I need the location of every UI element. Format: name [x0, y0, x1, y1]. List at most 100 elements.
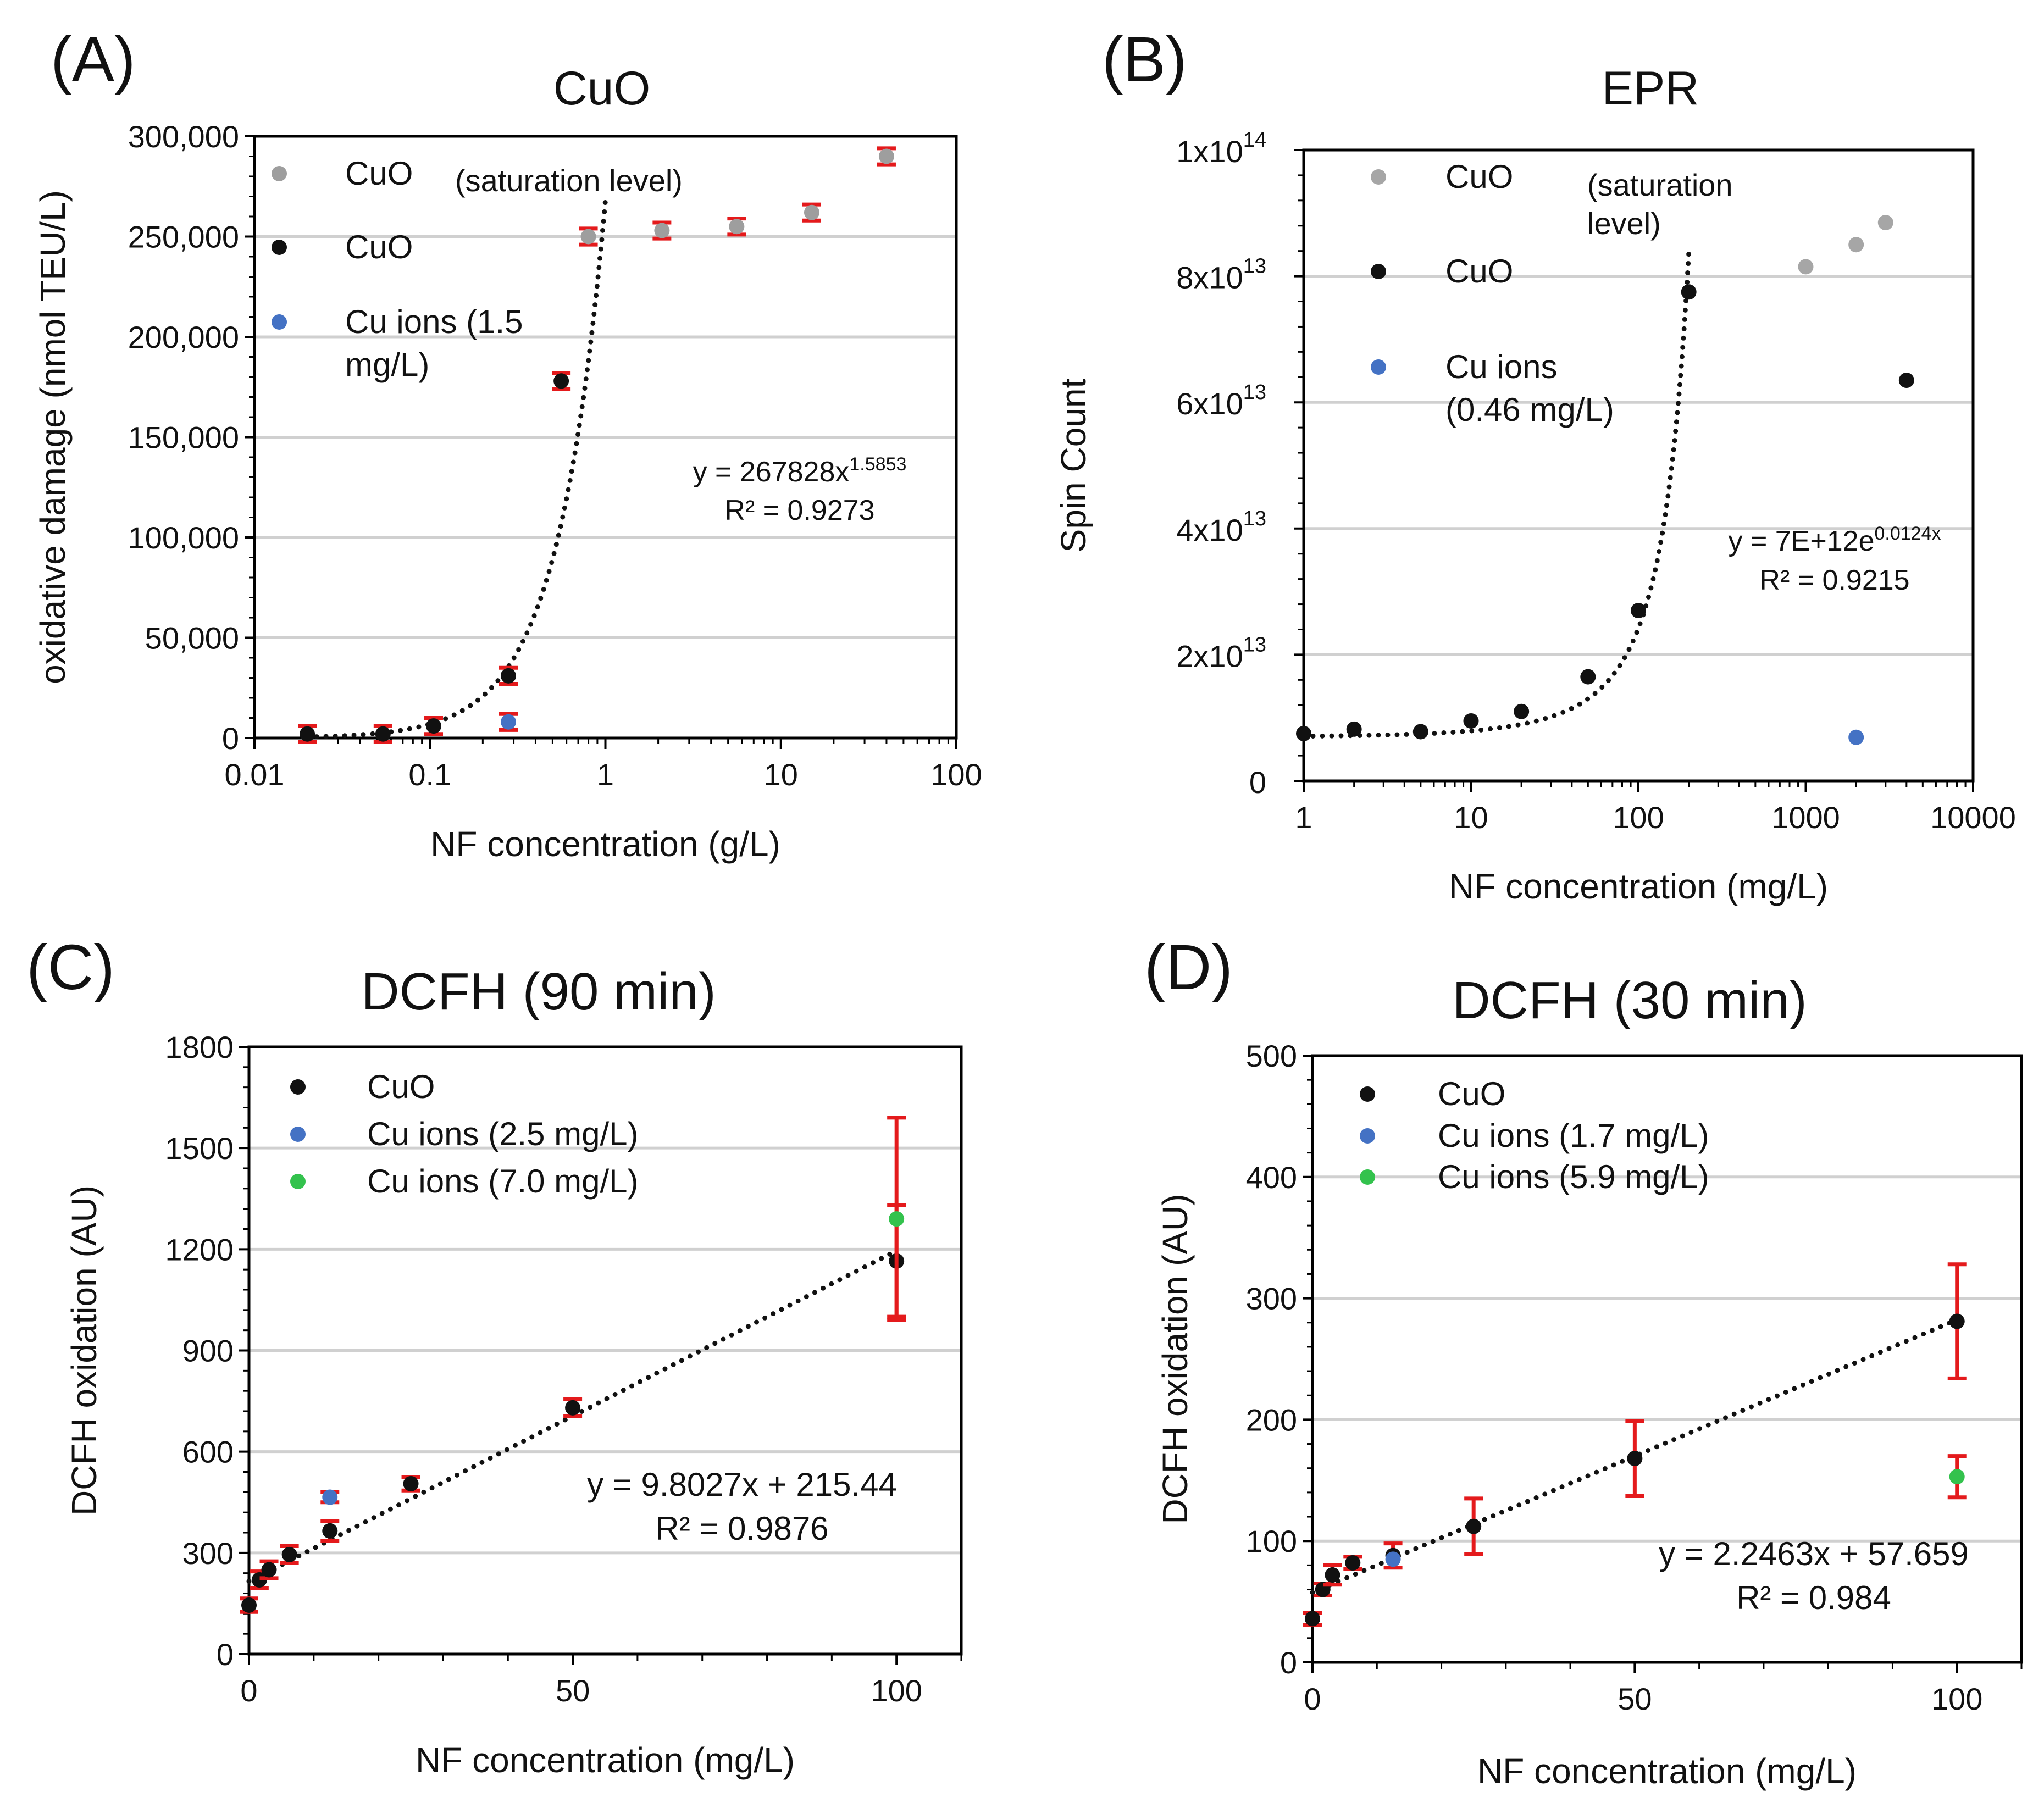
- x-tick-label: 0: [240, 1673, 257, 1708]
- y-tick-label: 200,000: [128, 320, 239, 354]
- x-tick-label: 10: [764, 757, 798, 792]
- data-point: [580, 229, 596, 245]
- data-point: [1463, 713, 1479, 729]
- x-tick-label: 100: [1931, 1682, 1982, 1716]
- y-tick-label: 600: [182, 1435, 234, 1469]
- y-tick-label-exponent: 13: [1243, 507, 1266, 530]
- legend-marker: [272, 240, 287, 255]
- data-point: [729, 219, 745, 235]
- data-point: [426, 718, 442, 734]
- y-tick-label: 8x1013: [1176, 255, 1266, 295]
- panel-d: 0 100 200 300 400 500 0 50 100 (D) DCFH (30 min) NF…: [1144, 931, 2023, 1791]
- legend-marker: [1371, 264, 1386, 279]
- y-tick-label: 100,000: [128, 520, 239, 555]
- legend-label: CuO: [345, 155, 413, 192]
- y-tick-label: 300: [182, 1536, 234, 1571]
- chart-title: DCFH (90 min): [361, 962, 716, 1021]
- legend-label: CuO: [1445, 158, 1513, 195]
- y-tick-label: 500: [1246, 1039, 1297, 1073]
- legend-note: (saturation: [1587, 168, 1733, 202]
- data-point: [878, 148, 894, 164]
- r-squared: R² = 0.9273: [724, 495, 874, 526]
- chart-title: EPR: [1602, 62, 1699, 115]
- x-tick-label: 10000: [1930, 800, 2016, 835]
- legend-marker: [290, 1079, 306, 1095]
- x-tick-label: 1: [597, 757, 614, 792]
- x-tick-label: 0.01: [225, 757, 285, 792]
- y-tick-label-base: 2x10: [1176, 639, 1243, 673]
- legend-label: Cu ions (5.9 mg/L): [1438, 1158, 1709, 1195]
- y-tick-label: 0: [217, 1637, 234, 1672]
- data-point: [501, 668, 517, 684]
- data-point: [300, 726, 315, 742]
- data-point: [251, 1572, 267, 1588]
- y-tick-label-base: 8x10: [1176, 260, 1243, 295]
- x-tick-label: 0: [1304, 1682, 1321, 1716]
- data-point: [1848, 237, 1864, 253]
- legend-label: mg/L): [345, 346, 429, 383]
- panel-c: 0 300 600 900 1200 1500 1800 0 50 100 (C) DCFH (90 …: [26, 931, 963, 1780]
- legend-label: CuO: [367, 1068, 435, 1105]
- y-tick-label: 4x1013: [1176, 507, 1266, 547]
- y-tick-label-exponent: 13: [1243, 381, 1266, 404]
- legend-label: Cu ions (1.7 mg/L): [1438, 1117, 1709, 1154]
- data-point: [1346, 721, 1362, 737]
- panel-label: (B): [1102, 24, 1187, 95]
- x-tick-label: 0.1: [408, 757, 451, 792]
- legend-marker: [1371, 169, 1386, 185]
- data-point: [1681, 284, 1697, 300]
- r-squared: R² = 0.9876: [655, 1510, 828, 1547]
- trendline-equation: y = 2.2463x + 57.659: [1659, 1535, 1969, 1572]
- data-point: [375, 726, 391, 742]
- y-axis-label: oxidative damage (nmol TEU/L): [33, 190, 73, 684]
- legend-label: Cu ions (7.0 mg/L): [367, 1163, 639, 1200]
- y-tick-label: 400: [1246, 1160, 1297, 1195]
- chart-title: CuO: [553, 62, 651, 115]
- y-tick-label-exponent: 14: [1243, 129, 1266, 152]
- trendline-equation: y = 7E+12e0.0124x: [1729, 523, 1941, 557]
- y-tick-label: 250,000: [128, 220, 239, 254]
- r-squared: R² = 0.984: [1736, 1579, 1891, 1616]
- trendline-equation-base: y = 7E+12e: [1729, 525, 1875, 557]
- data-point: [403, 1475, 419, 1491]
- x-tick-label: 10: [1454, 800, 1488, 835]
- legend-marker: [272, 314, 287, 330]
- y-tick-label: 200: [1246, 1402, 1297, 1437]
- data-point: [322, 1489, 338, 1505]
- trendline-equation-exponent: 1.5853: [849, 454, 906, 475]
- panel-a: 0 50,000 100,000 150,000 200,000 250,000 300,0…: [33, 24, 982, 864]
- data-point: [1412, 724, 1428, 740]
- legend-marker: [272, 166, 287, 181]
- trendline-equation: y = 9.8027x + 215.44: [587, 1466, 897, 1503]
- plot-frame: [1302, 148, 1975, 783]
- data-point: [261, 1562, 277, 1578]
- data-point: [1949, 1469, 1965, 1485]
- y-tick-label-exponent: 13: [1243, 255, 1266, 278]
- data-point: [281, 1546, 297, 1562]
- data-point: [1580, 669, 1596, 685]
- trendline-equation-exponent: 0.0124x: [1875, 523, 1941, 544]
- data-point: [1631, 603, 1646, 619]
- x-tick-label: 1: [1295, 800, 1312, 835]
- y-tick-label: 150,000: [128, 420, 239, 455]
- y-tick-label: 300: [1246, 1281, 1297, 1316]
- legend-label: CuO: [345, 229, 413, 265]
- data-point: [1627, 1451, 1643, 1467]
- data-point: [322, 1523, 338, 1539]
- x-axis-label: NF concentration (g/L): [430, 824, 780, 864]
- legend-note: (saturation level): [455, 163, 683, 198]
- legend-label: (0.46 mg/L): [1445, 391, 1614, 428]
- y-axis-label: DCFH oxidation (AU): [64, 1185, 104, 1516]
- data-point: [654, 223, 670, 238]
- legend-marker: [290, 1127, 306, 1142]
- y-tick-label: 100: [1246, 1524, 1297, 1558]
- y-tick-label: 2x1013: [1176, 633, 1266, 673]
- y-tick-label-base: 6x10: [1176, 386, 1243, 421]
- y-tick-label: 50,000: [145, 621, 239, 656]
- legend-label: Cu ions (1.5: [345, 303, 523, 340]
- trendline: [1301, 251, 1692, 739]
- trendline: [304, 198, 608, 740]
- legend-label: Cu ions (2.5 mg/L): [367, 1116, 639, 1152]
- y-tick-label: 1x1014: [1176, 129, 1266, 169]
